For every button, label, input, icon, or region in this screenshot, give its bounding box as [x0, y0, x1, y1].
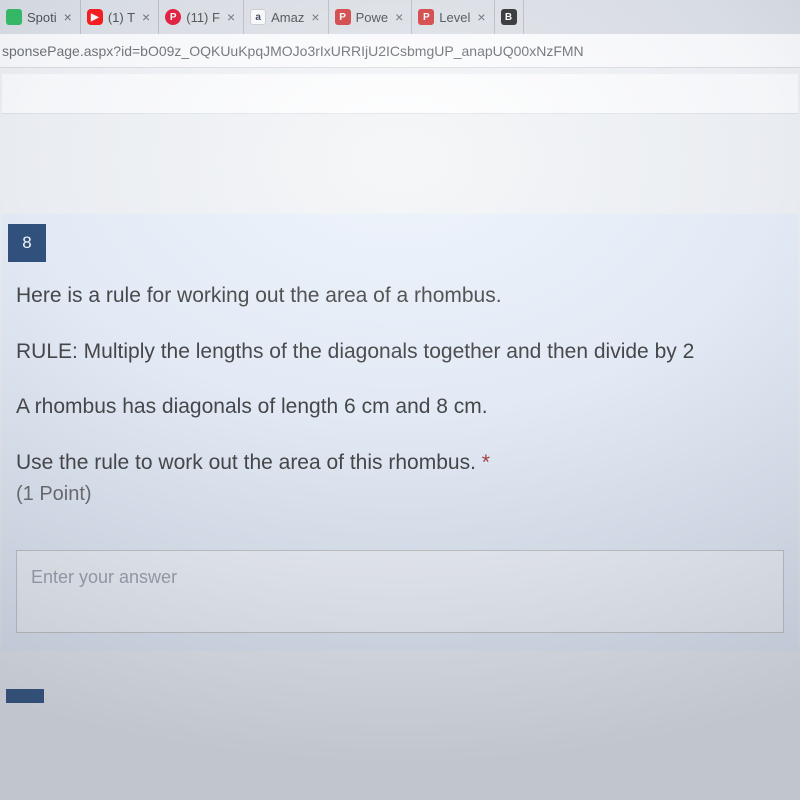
- close-icon[interactable]: ×: [309, 9, 321, 25]
- address-bar[interactable]: sponsePage.aspx?id=bO09z_OQKUuKpqJMOJo3r…: [0, 34, 800, 68]
- question-line-4: Use the rule to work out the area of thi…: [16, 447, 784, 510]
- tab-label: Spoti: [27, 10, 57, 25]
- tab-spotify[interactable]: Spoti ×: [0, 0, 81, 34]
- question-number-badge: 8: [8, 224, 46, 262]
- amazon-icon: a: [250, 9, 266, 25]
- p-icon: P: [335, 9, 351, 25]
- answer-input[interactable]: [31, 567, 769, 588]
- question-points: (1 Point): [16, 483, 92, 505]
- tab-level[interactable]: P Level ×: [412, 0, 494, 34]
- form-header-strip: [2, 74, 798, 114]
- close-icon[interactable]: ×: [225, 9, 237, 25]
- tab-label: (1) T: [108, 10, 135, 25]
- tab-label: (11) F: [186, 10, 220, 25]
- tab-label: Amaz: [271, 10, 304, 25]
- tab-b[interactable]: B: [495, 0, 524, 34]
- tab-label: Level: [439, 10, 470, 25]
- spacer: [0, 114, 800, 214]
- tab-label: Powe: [356, 10, 389, 25]
- tab-amazon[interactable]: a Amaz ×: [244, 0, 328, 34]
- question-line-3: A rhombus has diagonals of length 6 cm a…: [16, 391, 784, 423]
- b-icon: B: [501, 9, 517, 25]
- tab-youtube[interactable]: ▶ (1) T ×: [81, 0, 159, 34]
- youtube-icon: ▶: [87, 9, 103, 25]
- close-icon[interactable]: ×: [62, 9, 74, 25]
- tab-pinterest[interactable]: P (11) F ×: [159, 0, 244, 34]
- question-line-2: RULE: Multiply the lengths of the diagon…: [16, 336, 784, 368]
- required-star: *: [482, 451, 490, 474]
- pinterest-icon: P: [165, 9, 181, 25]
- page-background: 8 Here is a rule for working out the are…: [0, 68, 800, 800]
- answer-box[interactable]: [16, 550, 784, 633]
- close-icon[interactable]: ×: [140, 9, 152, 25]
- browser-tabs: Spoti × ▶ (1) T × P (11) F × a Amaz × P …: [0, 0, 800, 34]
- close-icon[interactable]: ×: [393, 9, 405, 25]
- tab-power[interactable]: P Powe ×: [329, 0, 413, 34]
- question-card: 8 Here is a rule for working out the are…: [2, 214, 798, 651]
- question-prompt: Use the rule to work out the area of thi…: [16, 451, 476, 474]
- spotify-icon: [6, 9, 22, 25]
- question-number-badge: [6, 689, 44, 703]
- p-icon: P: [418, 9, 434, 25]
- question-text: Here is a rule for working out the area …: [2, 280, 798, 528]
- url-text: sponsePage.aspx?id=bO09z_OQKUuKpqJMOJo3r…: [0, 43, 584, 59]
- next-question-preview: [6, 689, 800, 708]
- question-line-1: Here is a rule for working out the area …: [16, 280, 784, 312]
- close-icon[interactable]: ×: [475, 9, 487, 25]
